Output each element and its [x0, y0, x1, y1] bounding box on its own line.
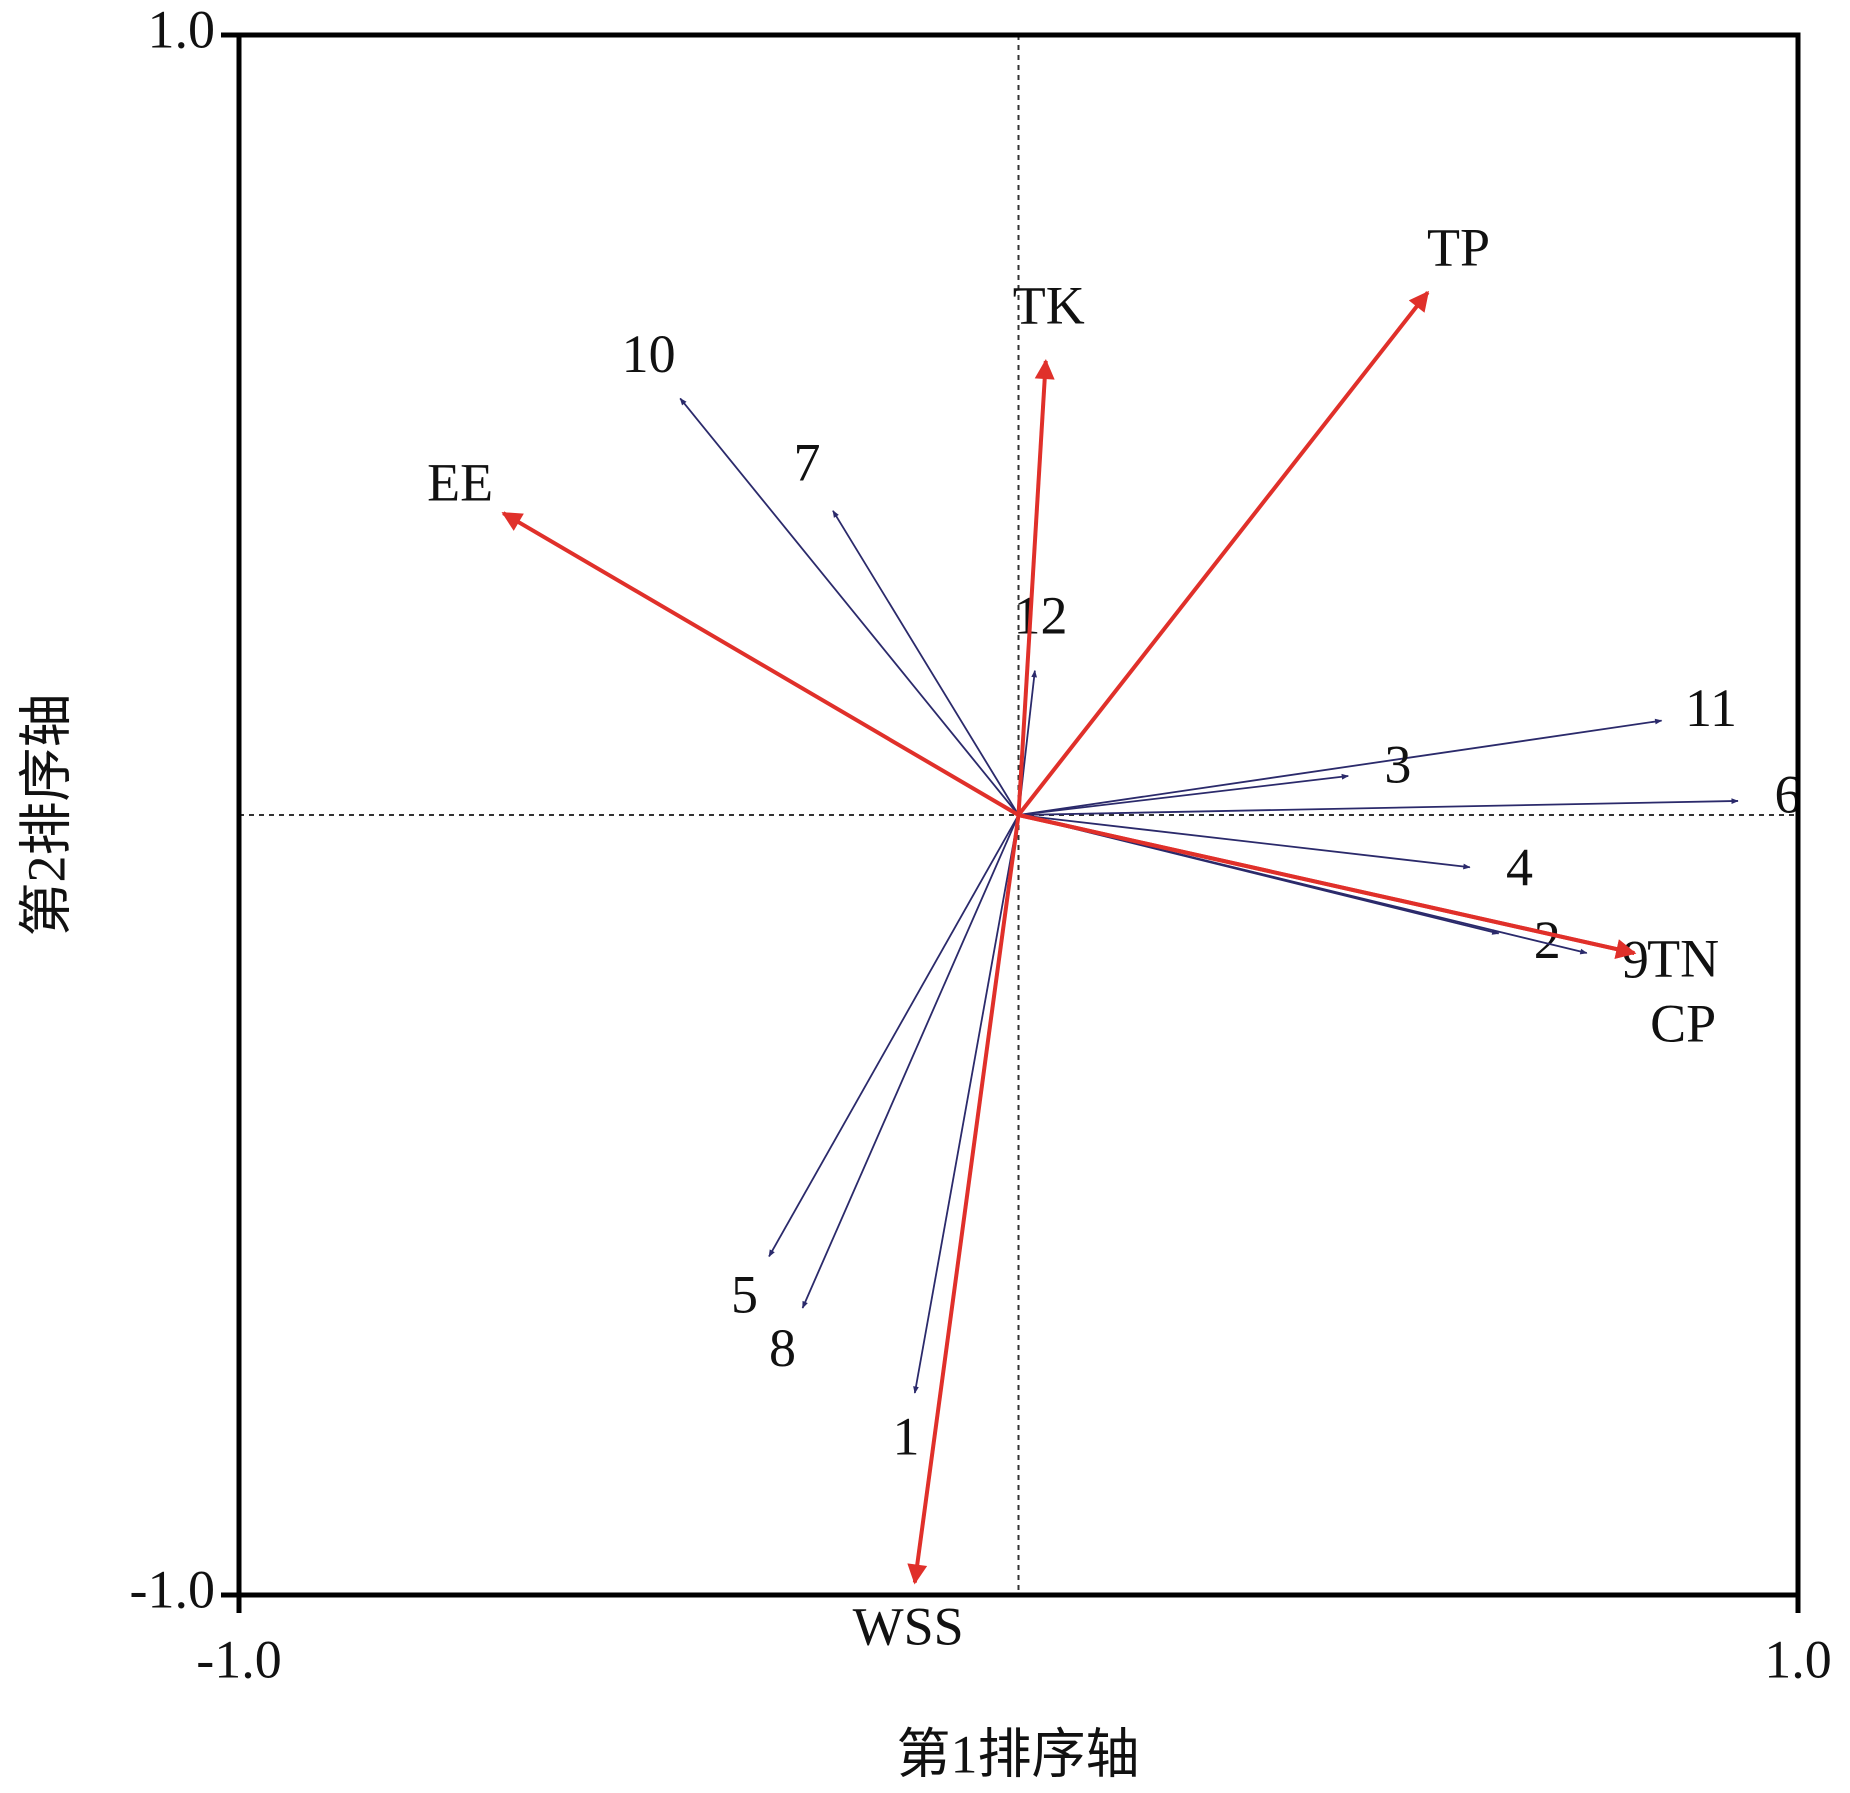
vector-label: 4: [1506, 837, 1533, 897]
y-tick-label: -1.0: [130, 1559, 215, 1619]
vector-label: 3: [1384, 735, 1411, 795]
vector-label: 11: [1685, 678, 1737, 738]
x-tick-label: 1.0: [1764, 1629, 1832, 1689]
vector-label: TK: [1013, 276, 1085, 336]
sample-arrow: [1018, 798, 1739, 816]
y-tick-label: 1.0: [148, 0, 216, 59]
vector-label: 12: [1014, 585, 1068, 645]
sample-arrow: [913, 814, 1020, 1394]
vector-label: 5: [731, 1264, 758, 1324]
vector-label: 10: [622, 324, 676, 384]
sample-arrow: [1018, 718, 1663, 816]
vector-label: 8: [769, 1318, 796, 1378]
vector-label: 9: [1622, 929, 1649, 989]
x-axis-title: 第1排序轴: [897, 1724, 1140, 1784]
vector-label: CP: [1650, 993, 1716, 1053]
environment-arrow: [501, 511, 1020, 817]
vector-label: TP: [1427, 217, 1490, 277]
environment-arrow: [1016, 359, 1055, 816]
vector-label: 7: [793, 433, 820, 493]
sample-arrow: [768, 814, 1020, 1258]
sample-arrow: [1018, 773, 1349, 816]
sample-arrow: [801, 814, 1020, 1309]
vector-label: 2: [1534, 910, 1561, 970]
sample-arrow: [832, 510, 1020, 816]
sample-arrow: [1018, 814, 1471, 870]
sample-arrow: [679, 397, 1020, 816]
environment-arrow: [1018, 813, 1637, 959]
y-axis-title: 第2排序轴: [16, 694, 76, 937]
vector-label: 1: [892, 1407, 919, 1467]
x-tick-label: -1.0: [196, 1629, 281, 1689]
vector-label: WSS: [853, 1596, 964, 1656]
environment-arrow: [1016, 290, 1430, 817]
vector-label: TN: [1647, 928, 1719, 988]
vector-label: EE: [427, 452, 493, 512]
environment-arrow: [907, 814, 1021, 1585]
plot-frame: [236, 32, 1801, 1598]
